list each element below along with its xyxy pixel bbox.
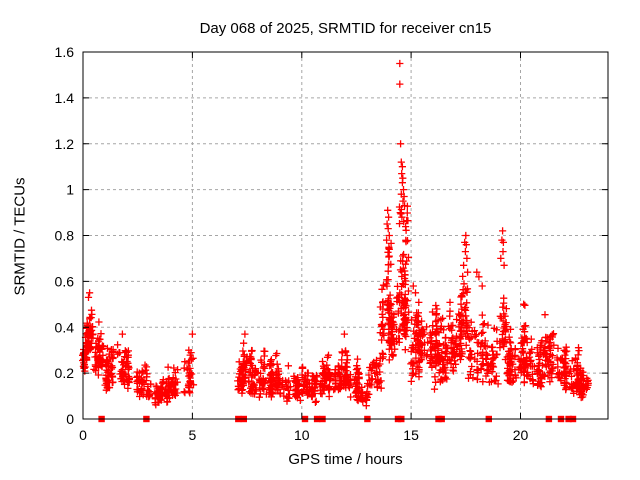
x-axis-label: GPS time / hours xyxy=(288,451,403,468)
x-tick-label: 0 xyxy=(79,427,87,443)
x-tick-label: 20 xyxy=(513,427,529,443)
y-tick-label: 0.8 xyxy=(55,228,75,244)
y-tick-label: 0.6 xyxy=(55,273,75,289)
gridlines xyxy=(83,52,608,419)
y-tick-label: 0 xyxy=(66,411,74,427)
y-tick-label: 1.2 xyxy=(55,136,75,152)
x-tick-label: 10 xyxy=(294,427,310,443)
scatter-plus-markers xyxy=(79,59,592,410)
y-tick-label: 0.4 xyxy=(55,319,75,335)
y-tick-label: 1.6 xyxy=(55,44,75,60)
data-points-group xyxy=(79,59,592,423)
x-tick-label: 15 xyxy=(403,427,419,443)
x-tick-label: 5 xyxy=(189,427,197,443)
chart-title: Day 068 of 2025, SRMTID for receiver cn1… xyxy=(199,20,492,37)
y-tick-label: 1 xyxy=(66,182,74,198)
y-tick-label: 1.4 xyxy=(55,90,75,106)
y-tick-label: 0.2 xyxy=(55,365,75,381)
axis-ticks xyxy=(82,51,608,420)
